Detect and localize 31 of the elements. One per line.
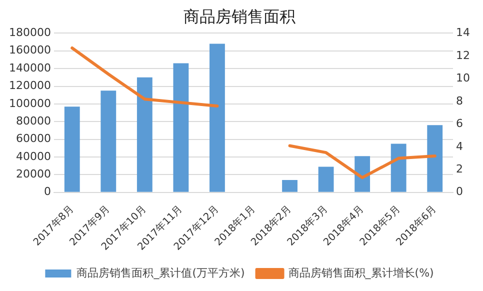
y-tick-label: 60000	[16, 132, 51, 146]
y2-tick-label: 8	[456, 94, 464, 108]
y-tick-label: 80000	[16, 114, 51, 128]
y-tick-label: 140000	[8, 61, 51, 74]
bar	[354, 156, 370, 192]
bar	[100, 90, 116, 192]
bar	[136, 77, 152, 192]
y-tick-label: 120000	[8, 79, 51, 92]
bar	[64, 106, 80, 192]
bar	[318, 166, 334, 192]
legend-label: 商品房销售面积_累计值(万平方米)	[76, 266, 245, 280]
bar	[282, 180, 298, 192]
y2-tick-label: 2	[456, 162, 464, 176]
bar	[427, 125, 443, 192]
y-tick-label: 40000	[16, 150, 51, 163]
y-tick-label: 20000	[16, 168, 51, 181]
y2-tick-label: 6	[456, 117, 464, 130]
y2-tick-label: 0	[456, 185, 464, 198]
y2-tick-label: 4	[456, 140, 464, 153]
y-tick-label: 100000	[8, 96, 51, 110]
y2-tick-label: 14	[456, 26, 470, 40]
chart-title: 商品房销售面积	[184, 6, 296, 26]
bar	[390, 144, 406, 192]
y-tick-label: 0	[44, 185, 51, 198]
y2-tick-label: 12	[456, 48, 470, 62]
bar	[210, 44, 225, 192]
y-tick-label: 180000	[8, 26, 51, 40]
y2-tick-label: 10	[456, 72, 470, 85]
legend-label: 商品房销售面积_累计增长(%)	[288, 266, 434, 280]
y-tick-label: 160000	[8, 44, 51, 57]
bar	[173, 63, 189, 192]
